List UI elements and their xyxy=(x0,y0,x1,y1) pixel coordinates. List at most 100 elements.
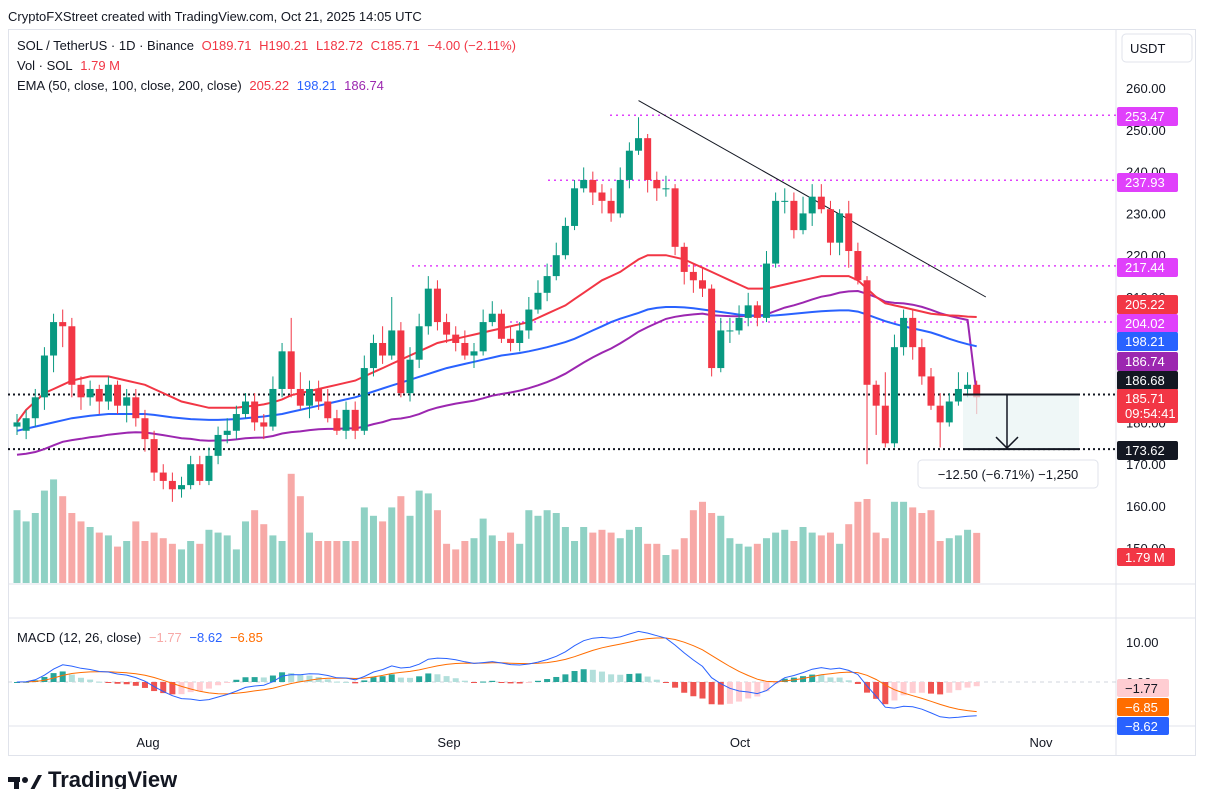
macd-histogram-bar xyxy=(114,682,121,684)
candle-body xyxy=(753,305,761,318)
macd-histogram-bar xyxy=(352,682,359,684)
price-axis-label-text: 205.22 xyxy=(1125,297,1165,312)
price-axis-label-text: 217.44 xyxy=(1125,260,1165,275)
volume-bar xyxy=(543,510,551,583)
macd-histogram-bar xyxy=(937,682,944,695)
currency-button xyxy=(1121,33,1193,63)
volume-bar xyxy=(662,555,670,583)
candle-body xyxy=(214,434,222,456)
volume-bar xyxy=(790,541,798,583)
volume-bar xyxy=(22,521,30,583)
macd-histogram-bar xyxy=(205,682,212,689)
candle-body xyxy=(625,150,633,180)
macd-histogram-bar xyxy=(224,682,231,683)
candle-body xyxy=(22,418,30,431)
macd-histogram-bar xyxy=(662,682,669,683)
candle-body xyxy=(497,313,505,339)
legend-macd-signal: −6.85 xyxy=(229,630,263,645)
candle-body xyxy=(132,397,140,419)
candle-body xyxy=(86,388,94,398)
ema100-line xyxy=(16,306,977,432)
candle-body xyxy=(909,317,917,348)
price-tick-label: 250.00 xyxy=(1126,123,1166,138)
candle-body xyxy=(187,464,195,486)
legend-symbol[interactable]: SOL / TetherUS · 1D · Binance xyxy=(17,38,195,53)
candle-body xyxy=(260,422,268,427)
candle-body xyxy=(534,292,542,310)
macd-histogram-bar xyxy=(653,679,660,682)
macd-histogram-bar xyxy=(388,674,395,682)
volume-bar xyxy=(561,527,569,583)
candle-body xyxy=(251,401,259,423)
macd-signal-line xyxy=(16,637,977,713)
volume-bar xyxy=(31,513,39,583)
candle-body xyxy=(443,322,451,335)
volume-bar xyxy=(616,538,624,583)
candle-body xyxy=(680,246,688,272)
volume-bar xyxy=(845,524,853,583)
price-tick-label: 160.00 xyxy=(1126,499,1166,514)
volume-bar xyxy=(379,521,387,583)
volume-bar xyxy=(826,532,834,583)
time-label: Nov xyxy=(1029,735,1053,750)
legend-volume-label[interactable]: Vol · SOL xyxy=(17,58,73,73)
candle-body xyxy=(342,409,350,431)
price-axis-label-text: 173.62 xyxy=(1125,443,1165,458)
candle-body xyxy=(470,351,478,356)
candle-body xyxy=(479,322,487,352)
candle-body xyxy=(360,368,368,431)
volume-bar xyxy=(571,541,579,583)
macd-histogram-bar xyxy=(598,671,605,682)
volume-bar xyxy=(854,501,862,583)
volume-axis-label-text: 1.79 M xyxy=(1125,550,1165,565)
candle-body xyxy=(973,384,981,398)
candle-body xyxy=(954,388,962,402)
legend-ema100-value: 198.21 xyxy=(296,78,337,93)
volume-bar xyxy=(635,527,643,583)
macd-histogram-bar xyxy=(918,682,925,693)
candle-body xyxy=(900,317,908,348)
macd-histogram-bar xyxy=(77,677,84,682)
macd-histogram-bar xyxy=(59,671,66,682)
legend-open: O189.71 xyxy=(201,38,252,53)
volume-bar xyxy=(223,535,231,583)
legend-ema200-value: 186.74 xyxy=(344,78,384,93)
macd-histogram-bar xyxy=(105,682,112,683)
macd-histogram-bar xyxy=(425,673,432,682)
macd-histogram-bar xyxy=(480,681,487,683)
candle-body xyxy=(635,138,643,151)
candle-body xyxy=(324,401,332,419)
volume-bar xyxy=(781,529,789,583)
candle-body xyxy=(616,179,624,214)
volume-bar xyxy=(406,515,414,583)
macd-histogram-bar xyxy=(562,674,569,682)
legend-volume: Vol · SOL 1.79 M xyxy=(17,58,124,73)
volume-bar xyxy=(95,532,103,583)
volume-bar xyxy=(507,532,515,583)
price-axis-label xyxy=(1117,352,1178,371)
volume-bar xyxy=(799,527,807,583)
volume-bar xyxy=(178,549,186,583)
macd-axis-label-text: −8.62 xyxy=(1125,719,1158,734)
legend-macd-label[interactable]: MACD (12, 26, close) xyxy=(17,630,142,645)
macd-histogram-bar xyxy=(178,682,185,695)
macd-histogram-bar xyxy=(717,682,724,705)
candle-body xyxy=(726,330,734,332)
macd-histogram-bar xyxy=(169,682,176,695)
macd-histogram-bar xyxy=(132,682,139,686)
candle-body xyxy=(452,334,460,343)
candle-body xyxy=(644,138,652,180)
macd-histogram-bar xyxy=(41,676,48,682)
volume-bar xyxy=(744,546,752,583)
volume-bar xyxy=(187,541,195,583)
macd-histogram-bar xyxy=(507,682,514,684)
volume-bar xyxy=(424,493,432,583)
price-axis-label xyxy=(1117,295,1178,314)
volume-bar xyxy=(927,510,935,583)
legend-ema-label[interactable]: EMA (50, close, 100, close, 200, close) xyxy=(17,78,242,93)
measure-label: −12.50 (−6.71%) −1,250 xyxy=(938,467,1079,482)
macd-histogram-bar xyxy=(864,682,871,693)
macd-histogram-bar xyxy=(471,682,477,683)
price-tick-label: 170.00 xyxy=(1126,457,1166,472)
